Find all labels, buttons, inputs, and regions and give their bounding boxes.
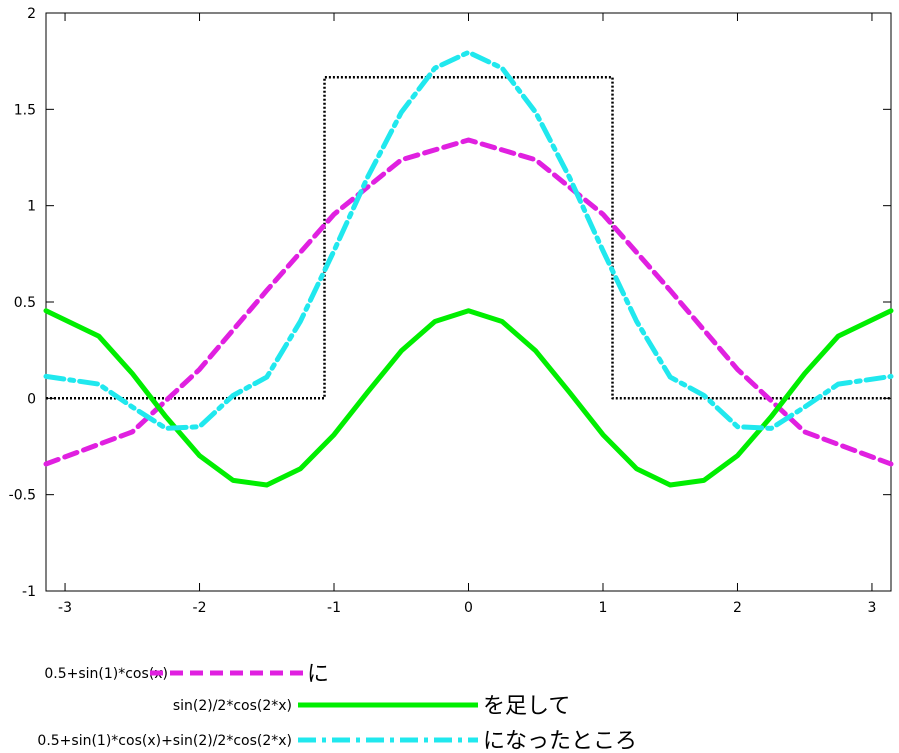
- x-tick-label: -1: [327, 600, 341, 616]
- x-tick-label: 3: [867, 600, 876, 616]
- series-line-3: [46, 75, 891, 400]
- legend: 0.5+sin(1)*cos(x) に sin(2)/2*cos(2*x) を足して 0…: [37, 662, 637, 753]
- series-line-2: [43, 49, 894, 431]
- legend-entry-note: を足して: [483, 694, 570, 719]
- x-tick-label: 0: [464, 600, 473, 616]
- y-tick-label: 0.5: [14, 295, 36, 311]
- x-tick-label: -2: [193, 600, 207, 616]
- y-tick-label: 0: [27, 391, 36, 407]
- axis-ticks: -3 -2 -1 0 1 2 3 -1 -0.5 0 0.5 1 1.5 2: [9, 6, 891, 616]
- legend-entry-label: sin(2)/2*cos(2*x): [173, 698, 292, 714]
- legend-entry-note: に: [307, 662, 329, 687]
- x-tick-label: 1: [599, 600, 608, 616]
- legend-entry-note: になったところ: [483, 729, 637, 753]
- y-tick-label: 2: [27, 6, 36, 22]
- legend-entry-label: 0.5+sin(1)*cos(x)+sin(2)/2*cos(2*x): [37, 733, 292, 749]
- series-line-0: [43, 137, 894, 467]
- y-tick-label: -1: [22, 584, 36, 600]
- y-tick-label: -0.5: [9, 488, 36, 504]
- plot-frame: [45, 12, 892, 592]
- y-tick-label: 1: [27, 199, 36, 215]
- y-tick-label: 1.5: [14, 102, 36, 118]
- series-line-1: [43, 308, 894, 488]
- x-tick-label: 2: [733, 600, 742, 616]
- series-layer: [43, 49, 894, 488]
- x-tick-label: -3: [58, 600, 72, 616]
- legend-entry-label: 0.5+sin(1)*cos(x): [44, 666, 168, 682]
